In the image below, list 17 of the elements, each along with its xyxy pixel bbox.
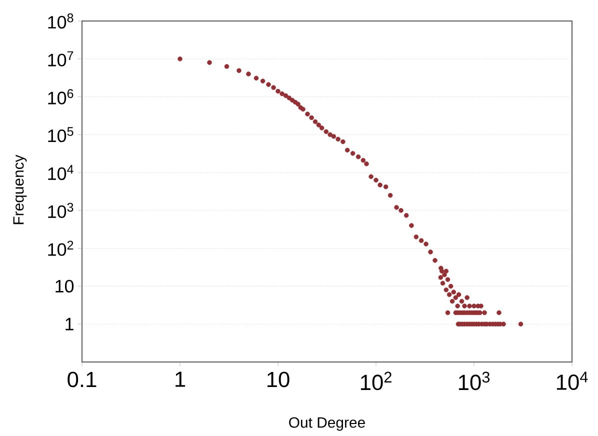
y-tick-label: 10$^{4}$ <box>48 165 74 180</box>
x-tick-label: 10$^{3}$ <box>458 372 490 390</box>
x-tick-label: 10$^{4}$ <box>556 372 588 390</box>
x-tick-label: 10$^{2}$ <box>360 372 392 390</box>
y-tick-label: 10$^{6}$ <box>48 89 74 104</box>
y-tick-label: 10$^{7}$ <box>48 51 74 66</box>
y-tick-label: 10$^{3}$ <box>48 202 74 218</box>
x-axis-title: Out Degree <box>289 417 365 431</box>
y-tick-label: 10$^{2}$ <box>48 240 74 256</box>
y-tick-label: 10$^{5}$ <box>48 127 74 142</box>
y-tick-label: 10$^{8}$ <box>48 13 74 29</box>
y-axis-title: Frequency <box>13 154 27 224</box>
y-tick-label: 10 <box>56 280 74 293</box>
x-tick-label: 0.1 <box>68 372 96 388</box>
y-tick-label: 1 <box>66 318 74 330</box>
x-tick-label: 10 <box>267 372 290 388</box>
x-tick-label: 1 <box>176 372 186 387</box>
